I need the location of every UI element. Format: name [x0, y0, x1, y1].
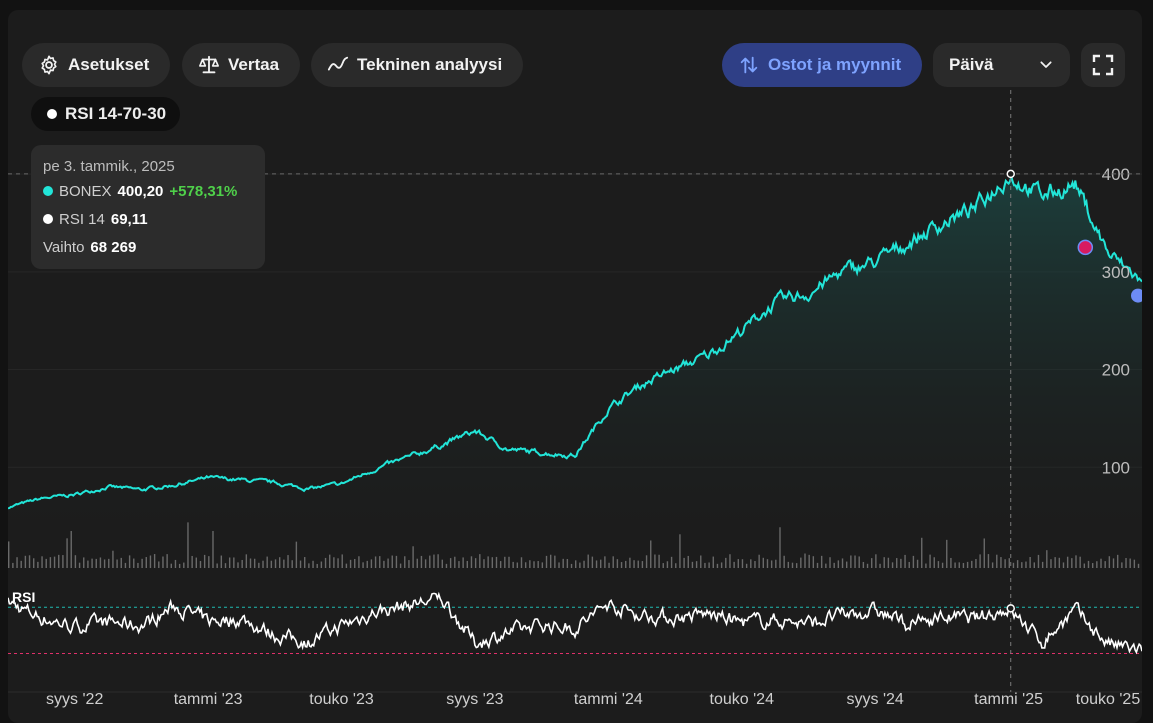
x-axis: syys '22 tammi '23 touko '23 syys '23 tammi …	[46, 691, 1140, 708]
price-area	[8, 176, 1142, 568]
gear-icon	[41, 55, 57, 75]
tooltip-volume-name: Vaihto	[43, 238, 85, 256]
x-tick-label: touko '25	[1076, 691, 1141, 708]
rsi-dot-icon	[47, 109, 57, 119]
y-tick-label: 400	[1102, 165, 1130, 184]
compare-button[interactable]: Vertaa	[182, 43, 300, 87]
tooltip-date: pe 3. tammik., 2025	[43, 157, 175, 175]
tooltip-price-row: BONEX 400,20 +578,31%	[43, 177, 253, 205]
technical-analysis-button[interactable]: Tekninen analyysi	[311, 43, 523, 87]
y-axis: 100 200 300 400	[1102, 165, 1130, 477]
fullscreen-icon	[1092, 54, 1114, 76]
compare-label: Vertaa	[228, 55, 280, 74]
price-line	[8, 173, 1142, 510]
rsi-dot-icon	[43, 214, 53, 224]
technical-analysis-label: Tekninen analyysi	[357, 55, 503, 74]
settings-button[interactable]: Asetukset	[22, 43, 170, 87]
interval-value: Päivä	[949, 55, 994, 74]
crosshair-rsi-dot	[1006, 604, 1015, 613]
rsi-indicator-chip[interactable]: RSI 14-70-30	[31, 97, 181, 131]
x-tick-label: tammi '25	[974, 691, 1043, 708]
rsi-panel: RSI	[8, 589, 1142, 655]
x-tick-label: syys '24	[847, 691, 904, 708]
crosshair-price-dot	[1006, 169, 1015, 179]
tooltip-rsi-value: 69,11	[110, 210, 148, 228]
x-tick-label: tammi '23	[174, 691, 243, 708]
tooltip-volume-value: 68 269	[90, 238, 137, 256]
tooltip-series-value: 400,20	[117, 182, 164, 200]
scale-icon	[199, 55, 219, 74]
trades-toggle-button[interactable]: Ostot ja myynnit	[722, 43, 922, 87]
chart-card: RSI 100 200 300 400 syys '22 tammi '23 touko …	[8, 10, 1142, 723]
rsi-panel-label: RSI	[12, 589, 35, 605]
last-price-marker[interactable]	[1131, 288, 1142, 303]
crosshair	[8, 82, 1142, 692]
y-tick-label: 300	[1102, 263, 1130, 282]
swap-arrows-icon	[740, 56, 758, 74]
trade-markers	[1077, 239, 1142, 303]
x-tick-label: touko '23	[309, 691, 374, 708]
sell-marker[interactable]	[1077, 239, 1094, 256]
crosshair-tooltip: pe 3. tammik., 2025 BONEX 400,20 +578,31…	[31, 145, 265, 269]
tooltip-series-name: BONEX	[59, 182, 112, 200]
price-chart[interactable]: RSI 100 200 300 400 syys '22 tammi '23 touko …	[8, 10, 1142, 723]
tooltip-series-change: +578,31%	[169, 182, 238, 200]
rsi-chip-label: RSI 14-70-30	[65, 104, 167, 123]
chevron-down-icon	[1040, 61, 1052, 68]
trend-line-icon	[327, 56, 349, 71]
settings-label: Asetukset	[68, 55, 150, 74]
x-tick-label: syys '22	[46, 691, 103, 708]
x-tick-label: touko '24	[710, 691, 775, 708]
fullscreen-button[interactable]	[1081, 43, 1125, 87]
tooltip-rsi-row: RSI 14 69,11	[43, 205, 253, 233]
trades-label: Ostot ja myynnit	[768, 55, 902, 74]
tooltip-rsi-name: RSI 14	[59, 210, 105, 228]
rsi-line	[8, 591, 1142, 655]
y-tick-label: 200	[1102, 361, 1130, 380]
tooltip-volume-row: Vaihto 68 269	[43, 233, 253, 261]
interval-select[interactable]: Päivä	[933, 43, 1070, 87]
x-tick-label: syys '23	[446, 691, 503, 708]
y-tick-label: 100	[1102, 458, 1130, 477]
price-dot-icon	[43, 186, 53, 196]
x-tick-label: tammi '24	[574, 691, 643, 708]
